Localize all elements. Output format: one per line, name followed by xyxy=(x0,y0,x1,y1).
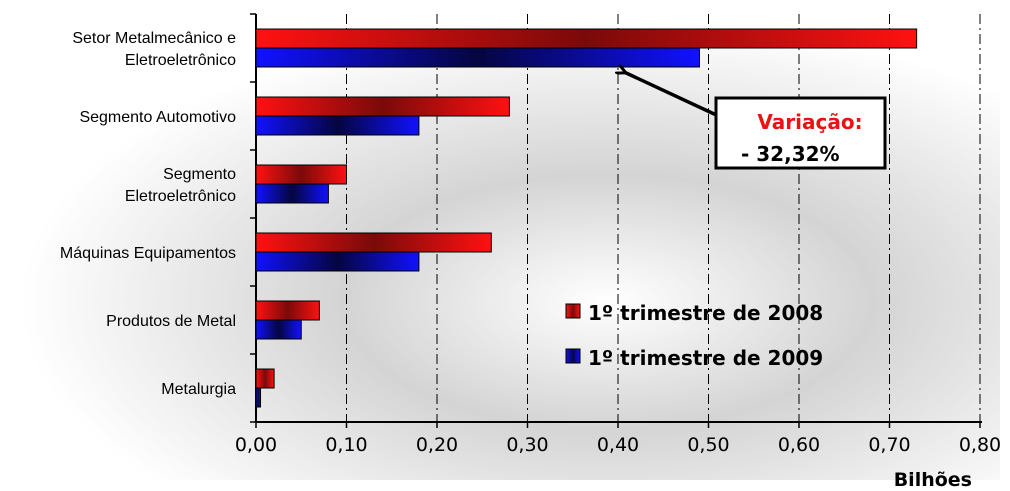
x-tick-label: 0,10 xyxy=(325,434,367,456)
x-tick-label: 0,40 xyxy=(597,434,639,456)
bar-2009 xyxy=(255,47,700,68)
category-label: Segmento Automotivo xyxy=(79,109,236,126)
x-tick-label: 0,00 xyxy=(235,434,277,456)
bar-2009 xyxy=(255,115,420,136)
bar-2009 xyxy=(255,319,302,340)
category-label: Segmento xyxy=(163,166,236,183)
category-label: Produtos de Metal xyxy=(106,313,236,330)
annotation-title: Variação: xyxy=(757,110,862,134)
x-unit-label: Bilhões xyxy=(894,469,972,491)
bar-2008 xyxy=(255,300,320,321)
legend: 1º trimestre de 2008 1º trimestre de 200… xyxy=(565,301,823,370)
bar-2008 xyxy=(255,164,347,185)
x-tick-label: 0,80 xyxy=(959,434,1001,456)
bar-2008 xyxy=(255,368,275,389)
annotation-value: - 32,32% xyxy=(741,142,840,166)
arrow-icon xyxy=(624,72,728,122)
annotation-box xyxy=(714,96,887,170)
bar-2009 xyxy=(255,251,420,272)
category-label: Eletroeletrônico xyxy=(125,52,236,69)
variation-annotation: Variação: - 32,32% xyxy=(624,72,887,170)
bar-2008 xyxy=(255,232,492,253)
category-label: Metalurgia xyxy=(161,381,236,398)
x-tick-labels: 0,00 0,10 0,20 0,30 0,40 0,50 0,60 0,70 0,80 xyxy=(235,434,1001,456)
category-label: Setor Metalmecânico e xyxy=(72,30,236,47)
axis-ticks xyxy=(250,13,981,428)
category-label: Eletroeletrônico xyxy=(125,188,236,205)
x-tick-label: 0,20 xyxy=(416,434,458,456)
x-tick-label: 0,50 xyxy=(687,434,729,456)
x-tick-label: 0,30 xyxy=(506,434,548,456)
x-tick-label: 0,60 xyxy=(778,434,820,456)
bars xyxy=(255,28,918,408)
bar-2008 xyxy=(255,28,918,49)
gridlines xyxy=(346,14,981,422)
legend-swatch-2009 xyxy=(565,348,581,364)
x-tick-label: 0,70 xyxy=(868,434,910,456)
bar-2009 xyxy=(255,183,329,204)
legend-label-2009: 1º trimestre de 2009 xyxy=(588,346,823,370)
bar-2009 xyxy=(255,387,262,408)
legend-label-2008: 1º trimestre de 2008 xyxy=(588,301,823,325)
legend-swatch-2008 xyxy=(565,303,581,319)
bar-2008 xyxy=(255,96,510,117)
plot-background xyxy=(20,10,1000,480)
category-label: Máquinas Equipamentos xyxy=(60,245,236,262)
category-labels: Setor Metalmecânico e Eletroeletrônico Seg… xyxy=(60,30,236,398)
